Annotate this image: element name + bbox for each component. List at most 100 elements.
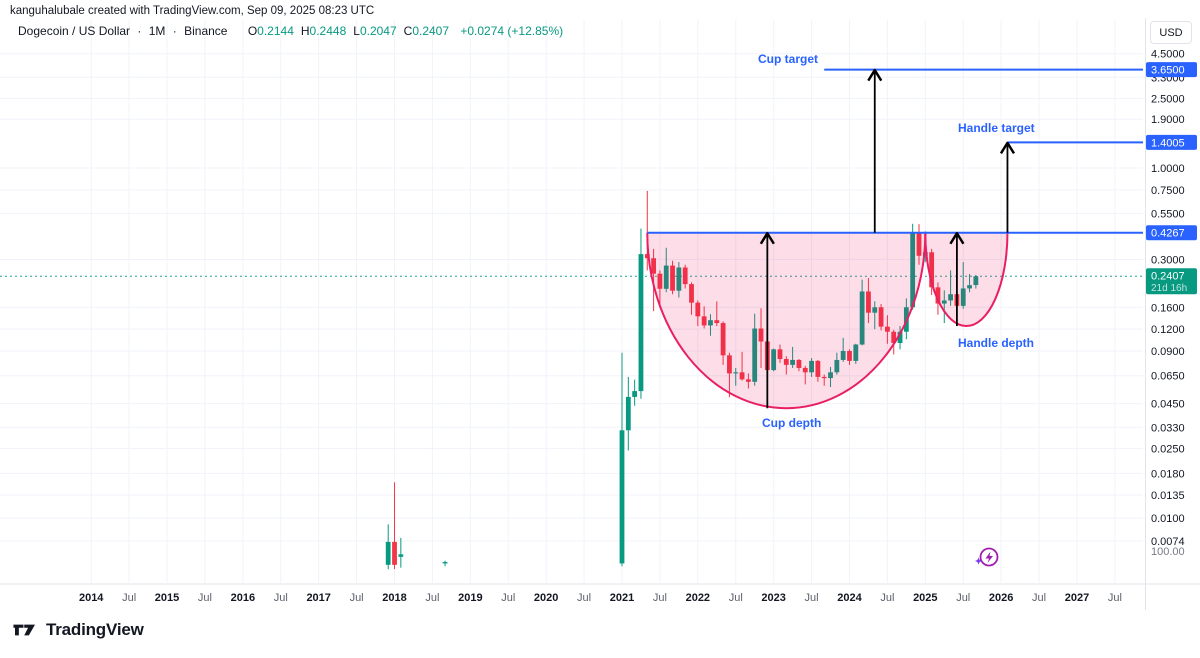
ohlc-values: O0.2144 H0.2448 L0.2047 C0.2407 <box>241 24 449 38</box>
price-tick-label: 0.0074 <box>1151 536 1185 548</box>
candle-up <box>398 554 404 557</box>
handle-curve <box>924 232 1009 327</box>
handle-depth-arrowhead <box>949 231 965 245</box>
currency-toggle-button[interactable]: USD <box>1150 21 1192 44</box>
price-tick-label: 0.0135 <box>1151 490 1185 502</box>
open-label: O <box>247 24 258 38</box>
candle-up <box>733 372 739 374</box>
candle-down <box>720 323 726 356</box>
price-tick-label: 0.0650 <box>1151 371 1185 383</box>
candle-down <box>878 307 884 327</box>
candle-down <box>847 351 852 361</box>
candle-up <box>834 359 840 373</box>
candle-down <box>777 349 783 360</box>
time-tick-year-label: 2022 <box>686 592 710 604</box>
time-tick-year-label: 2027 <box>1065 592 1089 604</box>
candle-down <box>815 360 821 377</box>
candle-up <box>872 307 878 313</box>
candle-up <box>708 320 713 326</box>
handle-target-arrowhead <box>999 141 1016 155</box>
candle-down <box>739 372 745 380</box>
time-tick-month-label: Jul <box>1032 592 1046 604</box>
symbol-legend: Dogecoin / US Dollar · 1M · Binance O0.2… <box>18 24 563 38</box>
candle-down <box>821 376 827 379</box>
price-tick-label: 0.0900 <box>1151 346 1185 358</box>
candle-down <box>935 287 941 304</box>
sparkle-icon <box>975 557 982 565</box>
price-tick-label: 0.0180 <box>1151 468 1185 480</box>
low-value: 0.2047 <box>359 24 397 38</box>
candle-down <box>651 258 656 274</box>
candle-up <box>809 360 814 373</box>
price-tick-label: 0.0250 <box>1151 443 1185 455</box>
legend-separator: · <box>137 24 142 38</box>
close-value: 0.2407 <box>412 24 450 38</box>
handle-pattern-fill <box>925 232 1008 327</box>
candle-down <box>884 326 890 332</box>
candle-up <box>973 276 979 286</box>
time-tick-year-label: 2023 <box>761 592 785 604</box>
axis-badge <box>1146 62 1197 78</box>
lightning-boost-icon[interactable] <box>979 547 999 567</box>
tradingview-logo[interactable]: TradingView <box>12 620 144 640</box>
candle-up <box>638 254 644 392</box>
candle-up <box>960 288 966 306</box>
cup-curve <box>646 232 927 410</box>
price-tick-label: 1.0000 <box>1151 163 1185 175</box>
current-price-value: 0.2407 <box>1151 271 1185 283</box>
candle-up <box>859 291 865 345</box>
current-price-badge <box>1146 268 1197 295</box>
time-tick-year-label: 2016 <box>231 592 255 604</box>
cup-depth-label[interactable]: Cup depth <box>762 416 822 430</box>
time-tick-month-label: Jul <box>805 592 819 604</box>
candle-up <box>948 294 953 301</box>
time-tick-year-label: 2021 <box>610 592 634 604</box>
cup-target-label[interactable]: Cup target <box>758 52 818 66</box>
price-tick-label: 0.7500 <box>1151 185 1185 197</box>
close-label: C <box>403 24 413 38</box>
candle-down <box>701 316 707 326</box>
time-tick-year-label: 2024 <box>837 592 862 604</box>
tradingview-logo-text: TradingView <box>46 620 144 639</box>
candle-up <box>442 562 448 564</box>
handle-target-label[interactable]: Handle target <box>958 121 1035 135</box>
time-tick-month-label: Jul <box>956 592 970 604</box>
time-tick-year-label: 2017 <box>306 592 330 604</box>
interval-label: 1M <box>148 24 166 38</box>
symbol-title: Dogecoin / US Dollar <box>18 24 131 38</box>
time-tick-year-label: 2019 <box>458 592 482 604</box>
handle-depth-label[interactable]: Handle depth <box>958 336 1035 350</box>
cup-pattern-fill <box>647 232 926 409</box>
axis-badge-value: 1.4005 <box>1151 137 1185 149</box>
candle-down <box>783 359 789 365</box>
candle-up <box>632 391 638 397</box>
candle-down <box>916 232 922 256</box>
candle-down <box>644 254 650 259</box>
price-tick-label: 0.0100 <box>1151 513 1185 525</box>
candle-up <box>385 541 391 565</box>
price-tick-label: 1.9000 <box>1151 114 1185 126</box>
price-tick-label: 0.5500 <box>1151 208 1185 220</box>
tradingview-logo-icon <box>13 624 35 636</box>
candle-down <box>714 320 720 324</box>
axis-badge-value: 0.4267 <box>1151 228 1185 240</box>
candle-up <box>752 328 758 382</box>
candle-down <box>695 302 701 317</box>
candle-up <box>941 300 947 304</box>
candle-down <box>802 367 808 373</box>
axis-badge <box>1146 225 1197 241</box>
time-tick-month-label: Jul <box>880 592 894 604</box>
candle-up <box>663 265 669 289</box>
candle-down <box>689 284 694 303</box>
time-tick-year-label: 2025 <box>913 592 937 604</box>
candle-up <box>676 267 682 291</box>
cup-target-arrowhead <box>867 68 883 82</box>
time-tick-month-label: Jul <box>198 592 212 604</box>
time-tick-year-label: 2020 <box>534 592 558 604</box>
candle-up <box>790 359 796 365</box>
time-tick-month-label: Jul <box>501 592 515 604</box>
price-tick-label: 0.0450 <box>1151 399 1185 411</box>
price-tick-label: 0.1200 <box>1151 324 1185 336</box>
